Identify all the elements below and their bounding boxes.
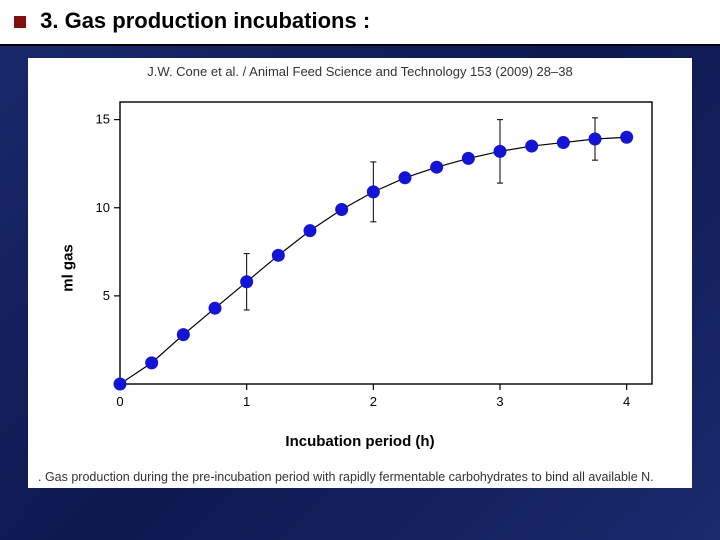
data-point [304, 225, 316, 237]
chart-container: ml gas 0123451015 Incubation period (h) [48, 88, 672, 448]
scatter-line-chart: 0 1 2 3 4 5 10 15 [48, 88, 672, 428]
figure-panel: J.W. Cone et al. / Animal Feed Science a… [28, 58, 692, 488]
xtick-label: 0 [116, 394, 123, 409]
data-point [589, 133, 601, 145]
xtick-label: 1 [243, 394, 250, 409]
data-point [557, 137, 569, 149]
xtick-label: 3 [496, 394, 503, 409]
data-point [146, 357, 158, 369]
data-point [272, 249, 284, 261]
slide: 3. Gas production incubations : J.W. Con… [0, 0, 720, 540]
data-point [621, 131, 633, 143]
chart-xlabel: Incubation period (h) [48, 433, 672, 450]
data-point [494, 145, 506, 157]
data-point [336, 204, 348, 216]
data-point [241, 276, 253, 288]
axes-frame [120, 102, 652, 384]
ytick-label: 15 [96, 112, 110, 127]
figure-source-line: J.W. Cone et al. / Animal Feed Science a… [28, 64, 692, 79]
slide-title: 3. Gas production incubations : [14, 8, 706, 34]
slide-title-text: 3. Gas production incubations : [40, 8, 370, 33]
figure-caption: . Gas production during the pre-incubati… [38, 470, 682, 484]
data-point [462, 152, 474, 164]
xtick-label: 2 [370, 394, 377, 409]
title-bullet-icon [14, 16, 26, 28]
data-point [367, 186, 379, 198]
data-point [177, 329, 189, 341]
ytick-label: 5 [103, 288, 110, 303]
data-point [114, 378, 126, 390]
xtick-label: 4 [623, 394, 630, 409]
ytick-label: 10 [96, 200, 110, 215]
data-point [431, 161, 443, 173]
title-bar: 3. Gas production incubations : [0, 0, 720, 46]
data-point [526, 140, 538, 152]
data-point [209, 302, 221, 314]
data-point [399, 172, 411, 184]
